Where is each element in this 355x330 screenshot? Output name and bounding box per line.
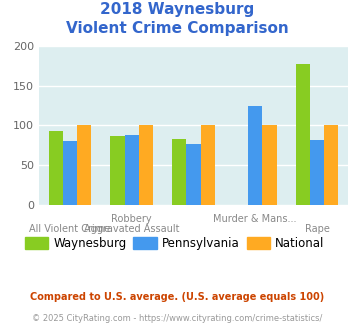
Text: Compared to U.S. average. (U.S. average equals 100): Compared to U.S. average. (U.S. average …: [31, 292, 324, 302]
Bar: [310, 140, 324, 205]
Bar: [201, 125, 215, 205]
Text: All Violent Crime: All Violent Crime: [29, 224, 110, 234]
Bar: [110, 136, 125, 205]
Text: Aggravated Assault: Aggravated Assault: [84, 224, 180, 234]
Text: Murder & Mans...: Murder & Mans...: [213, 214, 297, 224]
Bar: [49, 131, 63, 205]
Bar: [139, 125, 153, 205]
Bar: [77, 125, 91, 205]
Bar: [296, 64, 310, 205]
Text: Rape: Rape: [305, 224, 329, 234]
Text: Violent Crime Comparison: Violent Crime Comparison: [66, 21, 289, 36]
Bar: [63, 141, 77, 205]
Bar: [172, 139, 186, 205]
Legend: Waynesburg, Pennsylvania, National: Waynesburg, Pennsylvania, National: [20, 232, 329, 255]
Text: Robbery: Robbery: [111, 214, 152, 224]
Bar: [262, 125, 277, 205]
Bar: [248, 106, 262, 205]
Text: © 2025 CityRating.com - https://www.cityrating.com/crime-statistics/: © 2025 CityRating.com - https://www.city…: [32, 314, 323, 323]
Text: 2018 Waynesburg: 2018 Waynesburg: [100, 2, 255, 16]
Bar: [125, 135, 139, 205]
Bar: [186, 145, 201, 205]
Bar: [324, 125, 338, 205]
